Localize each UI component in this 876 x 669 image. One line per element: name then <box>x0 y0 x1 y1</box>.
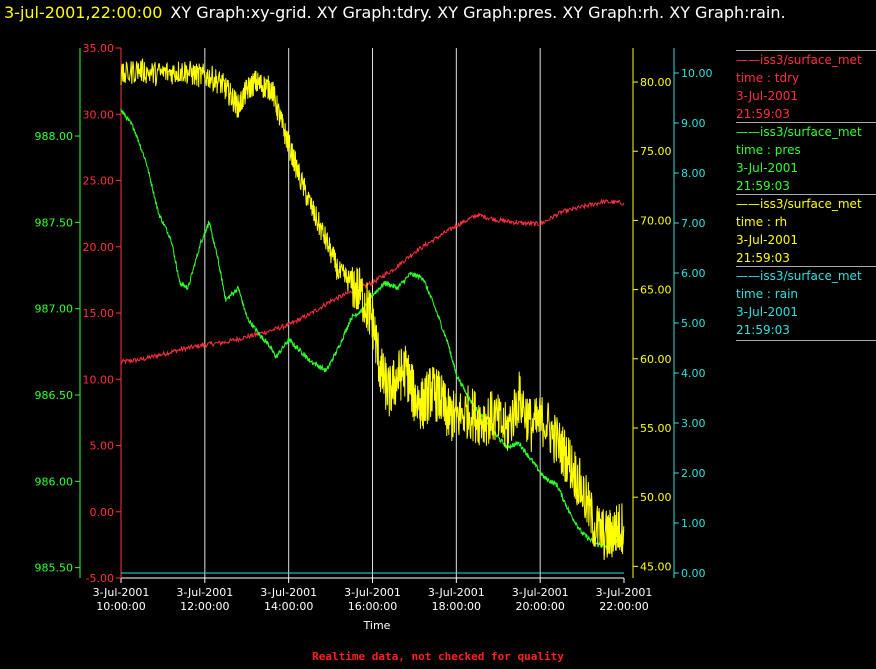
rain-tick-label: 3.00 <box>681 417 706 430</box>
rh-tick-label: 60.00 <box>640 353 672 366</box>
rain-tick-label: 0.00 <box>681 567 706 580</box>
legend-source: ——iss3/surface_met <box>736 269 862 283</box>
graph-titles: XY Graph:xy-grid. XY Graph:tdry. XY Grap… <box>170 3 786 22</box>
x-tick-label: 3-Jul-2001 16:00:00 <box>344 586 401 613</box>
rh-tick-label: 50.00 <box>640 491 672 504</box>
legend-date: 3-Jul-2001 <box>736 233 798 247</box>
legend-time: 21:59:03 <box>736 323 790 337</box>
rh-tick-label: 75.00 <box>640 145 672 158</box>
legend-divider <box>736 50 876 51</box>
legend-source: ——iss3/surface_met <box>736 125 862 139</box>
window-title: 3-jul-2001,22:00:00 XY Graph:xy-grid. XY … <box>4 3 786 22</box>
tdry-tick-label: 10.00 <box>83 373 115 386</box>
pres-tick-label: 987.50 <box>35 216 74 229</box>
tdry-tick-label: 0.00 <box>90 506 115 519</box>
legend-time: 21:59:03 <box>736 251 790 265</box>
pres-tick-label: 987.00 <box>35 303 74 316</box>
tdry-tick-label: -5.00 <box>86 572 114 585</box>
x-tick-label: 3-Jul-2001 14:00:00 <box>260 586 317 613</box>
current-datetime: 3-jul-2001,22:00:00 <box>4 3 163 22</box>
x-tick-label: 3-Jul-2001 20:00:00 <box>512 586 569 613</box>
rain-tick-label: 8.00 <box>681 167 706 180</box>
legend-time: 21:59:03 <box>736 107 790 121</box>
rh-tick-label: 65.00 <box>640 284 672 297</box>
pres-tick-label: 986.00 <box>35 475 74 488</box>
tdry-tick-label: 15.00 <box>83 307 115 320</box>
pres-tick-label: 988.00 <box>35 130 74 143</box>
rh-tick-label: 70.00 <box>640 214 672 227</box>
pres-tick-label: 985.50 <box>35 562 74 575</box>
series-lines <box>120 58 625 574</box>
rain-tick-label: 2.00 <box>681 467 706 480</box>
x-tick-label: 3-Jul-2001 22:00:00 <box>596 586 653 613</box>
x-tick-label: 3-Jul-2001 10:00:00 <box>93 586 150 613</box>
tdry-tick-label: 35.00 <box>83 42 115 55</box>
rain-tick-label: 1.00 <box>681 517 706 530</box>
legend-date: 3-Jul-2001 <box>736 89 798 103</box>
series-rh <box>120 58 625 561</box>
series-tdry <box>120 198 625 365</box>
rh-tick-label: 45.00 <box>640 560 672 573</box>
rh-tick-label: 55.00 <box>640 422 672 435</box>
rain-tick-label: 4.00 <box>681 367 706 380</box>
rh-tick-label: 80.00 <box>640 76 672 89</box>
legend-divider <box>736 338 876 341</box>
legend-source: ——iss3/surface_met <box>736 53 862 67</box>
tdry-tick-label: 20.00 <box>83 241 115 254</box>
legend-time: 21:59:03 <box>736 179 790 193</box>
legend-label: time : pres <box>736 143 801 157</box>
x-tick-label: 3-Jul-2001 12:00:00 <box>176 586 233 613</box>
rain-tick-label: 5.00 <box>681 317 706 330</box>
x-axis-label: Time <box>363 619 391 632</box>
tdry-tick-label: 5.00 <box>90 440 115 453</box>
x-tick-label: 3-Jul-2001 18:00:00 <box>428 586 485 613</box>
pres-tick-label: 986.50 <box>35 389 74 402</box>
legend-source: ——iss3/surface_met <box>736 197 862 211</box>
legend-date: 3-Jul-2001 <box>736 305 798 319</box>
axes: 3-Jul-2001 10:00:00 3-Jul-2001 12:00:00 3-Ju… <box>35 42 713 613</box>
legend-label: time : rh <box>736 215 788 229</box>
rain-tick-label: 6.00 <box>681 267 706 280</box>
legend-label: time : tdry <box>736 71 800 85</box>
legend-label: time : rain <box>736 287 799 301</box>
rain-tick-label: 7.00 <box>681 217 706 230</box>
tdry-tick-label: 25.00 <box>83 175 115 188</box>
legend-divider <box>736 266 876 267</box>
legend-divider <box>736 194 876 195</box>
rain-tick-label: 10.00 <box>681 67 713 80</box>
rain-tick-label: 9.00 <box>681 117 706 130</box>
legend-date: 3-Jul-2001 <box>736 161 798 175</box>
quality-notice: Realtime data, not checked for quality <box>312 650 564 663</box>
tdry-tick-label: 30.00 <box>83 108 115 121</box>
legend-divider <box>736 122 876 123</box>
